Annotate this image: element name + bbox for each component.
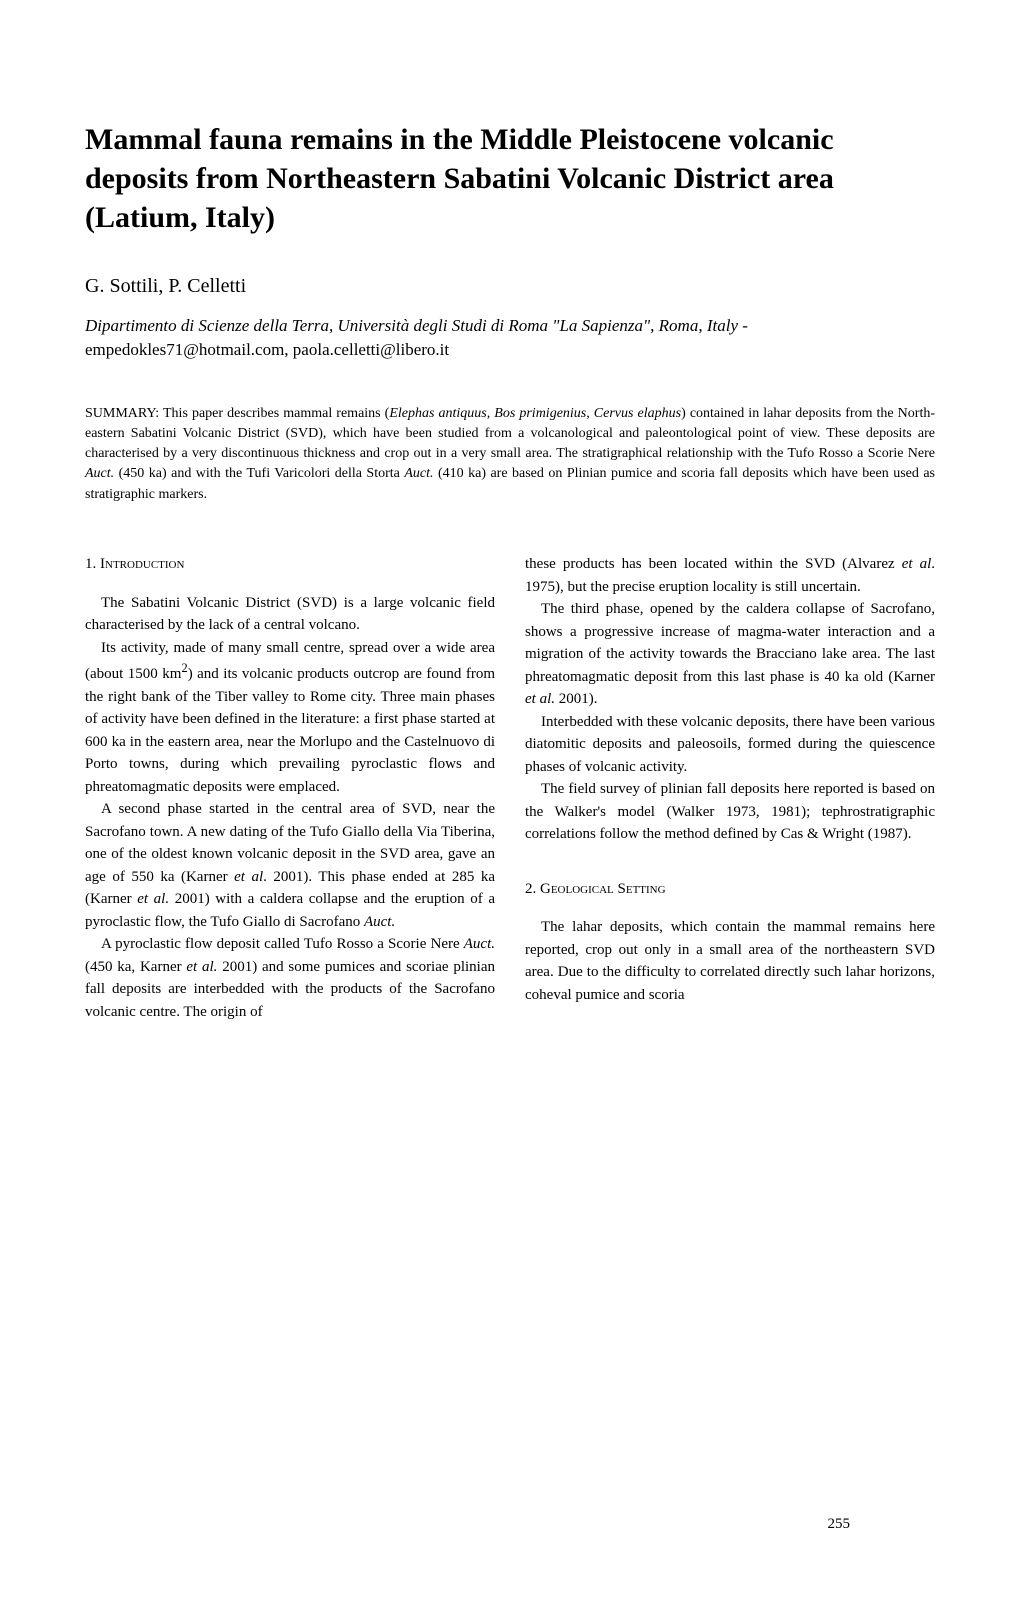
left-column: 1. Introduction The Sabatini Volcanic Di… [85,553,495,1023]
summary-auct: Auct. [85,466,114,481]
authors: G. Sottili, P. Celletti [85,275,935,298]
summary-species: Elephas antiquus, Bos primigenius, Cervu… [389,406,681,421]
body-paragraph: Its activity, made of many small centre,… [85,637,495,799]
body-paragraph: these products has been located within t… [525,553,935,598]
body-paragraph: The field survey of plinian fall deposit… [525,778,935,846]
section-heading-geological: 2. Geological Setting [525,878,935,901]
body-paragraph: Interbedded with these volcanic deposits… [525,711,935,779]
summary-label: SUMMARY: [85,406,163,421]
body-paragraph: The lahar deposits, which contain the ma… [525,916,935,1006]
section-title: Introduction [100,556,184,572]
affiliation-emails: empedokles71@hotmail.com, paola.celletti… [85,340,449,359]
right-column: these products has been located within t… [525,553,935,1023]
body-paragraph: A pyroclastic flow deposit called Tufo R… [85,933,495,1023]
summary-text: (450 ka) and with the Tufi Varicolori de… [114,466,404,481]
affiliation-text: Dipartimento di Scienze della Terra, Uni… [85,316,748,335]
section-heading-introduction: 1. Introduction [85,553,495,576]
summary-auct: Auct. [404,466,433,481]
body-paragraph: The third phase, opened by the caldera c… [525,598,935,711]
section-number: 2. [525,881,540,897]
body-paragraph: A second phase started in the central ar… [85,798,495,933]
page-number: 255 [828,1516,851,1533]
affiliation: Dipartimento di Scienze della Terra, Uni… [85,314,935,362]
body-paragraph: The Sabatini Volcanic District (SVD) is … [85,592,495,637]
summary-text: This paper describes mammal remains ( [163,406,389,421]
section-title: Geological Setting [540,881,666,897]
paper-title: Mammal fauna remains in the Middle Pleis… [85,120,935,237]
two-column-layout: 1. Introduction The Sabatini Volcanic Di… [85,553,935,1023]
section-number: 1. [85,556,100,572]
summary: SUMMARY: This paper describes mammal rem… [85,404,935,505]
